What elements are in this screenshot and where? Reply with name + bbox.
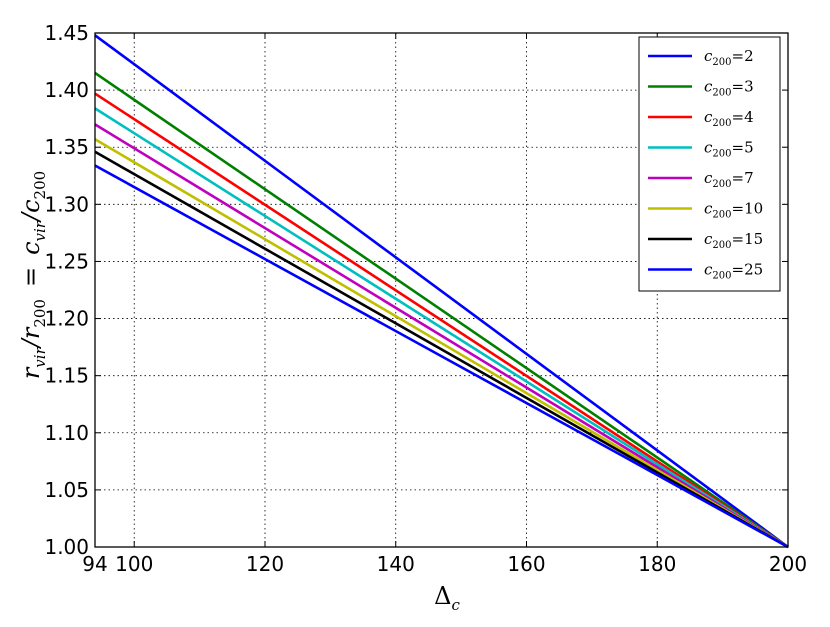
legend-label: c200=15 [704,230,763,251]
legend-label: c200=10 [704,200,763,221]
y-tick-label: 1.10 [44,421,89,445]
series-line-c200=2 [94,34,789,549]
x-tick-label: 200 [769,552,807,576]
series-line-c200=3 [94,71,789,549]
y-tick-label: 1.45 [44,21,89,45]
series-line-c200=15 [94,150,789,549]
x-axis-label: Δc [434,582,460,614]
x-tick-label: 180 [638,552,676,576]
y-tick-label: 1.35 [44,135,89,159]
x-tick-label: 100 [115,552,153,576]
legend-label: c200=3 [704,78,754,99]
x-tick-label: 94 [82,552,107,576]
series-line-c200=5 [94,107,789,549]
legend-label: c200=4 [704,108,754,129]
series-line-c200=4 [94,92,789,549]
series-line-c200=10 [94,138,789,549]
y-tick-label: 1.05 [44,478,89,502]
series-line-c200=25 [94,164,789,549]
x-tick-label: 160 [507,552,545,576]
legend-box [638,36,781,292]
y-tick-label: 1.00 [44,535,89,559]
x-tick-label: 120 [246,552,284,576]
series-line-c200=7 [94,123,789,549]
legend-label: c200=5 [704,139,754,160]
legend-label: c200=7 [704,169,754,190]
series-lines [94,34,789,549]
x-tick-label: 140 [377,552,415,576]
y-tick-label: 1.20 [44,307,89,331]
legend: c200=2 c200=3 c200=4 c200=5 c200=7 c200=10 c20… [638,36,781,292]
y-tick-label: 1.30 [44,192,89,216]
plot-frame [94,32,789,548]
y-tick-label: 1.15 [44,364,89,388]
y-tick-label: 1.40 [44,78,89,102]
ticks [94,32,789,548]
tick-labels: 94 100 120 140 160 180 200 1.00 1.05 1.10 1.15 1.20… [44,21,807,576]
y-tick-label: 1.25 [44,249,89,273]
y-axis-label: rvir/r200=cvir/c200 [17,171,49,379]
legend-label: c200=2 [704,47,754,68]
legend-label: c200=25 [704,261,763,282]
